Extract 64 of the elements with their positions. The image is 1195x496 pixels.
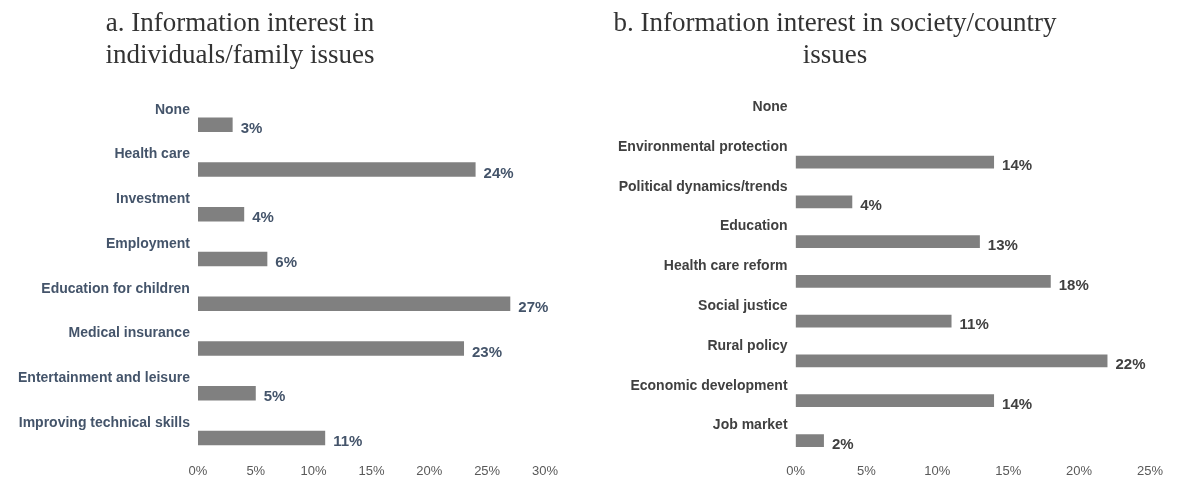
bar xyxy=(197,341,465,356)
data-label: 4% xyxy=(252,208,274,226)
chart-title: a. Information interest in individuals/family issues xyxy=(104,6,376,71)
y-tick-label: Environmental protection xyxy=(617,137,788,154)
x-tick-label: 15% xyxy=(995,462,1022,478)
y-tick-label: Education for children xyxy=(41,279,190,296)
bar xyxy=(197,296,511,311)
y-tick-label: Political dynamics/trends xyxy=(618,177,788,194)
y-tick-label: Job market xyxy=(712,416,788,433)
y-tick-label: None xyxy=(752,98,788,115)
data-label: 11% xyxy=(333,432,363,450)
data-label: 18% xyxy=(1058,275,1089,293)
data-label: 5% xyxy=(263,387,286,405)
x-tick-label: 5% xyxy=(857,462,877,478)
bar xyxy=(197,386,256,401)
data-label: 27% xyxy=(518,297,549,315)
chart-title: b. Information interest in society/country issues xyxy=(612,6,1058,71)
data-label: 2% xyxy=(831,434,854,452)
x-tick-label: 5% xyxy=(246,462,266,478)
data-label: 4% xyxy=(860,195,882,213)
y-tick-label: None xyxy=(154,100,191,117)
x-tick-label: 20% xyxy=(1066,462,1093,478)
y-tick-label: Health care reform xyxy=(663,257,788,274)
y-tick-label: Entertainment and leisure xyxy=(17,369,191,386)
x-tick-label: 0% xyxy=(188,462,208,478)
data-label: 14% xyxy=(1002,394,1033,412)
bar xyxy=(795,394,995,408)
bar xyxy=(197,162,476,177)
y-tick-label: Medical insurance xyxy=(68,324,191,341)
y-tick-label: Education xyxy=(719,217,788,234)
data-label: 11% xyxy=(959,315,989,333)
data-label: 6% xyxy=(275,253,298,271)
data-label: 14% xyxy=(1002,156,1033,174)
bar xyxy=(795,314,952,328)
bar xyxy=(795,235,980,248)
bar xyxy=(197,207,245,222)
data-label: 24% xyxy=(483,163,514,181)
y-tick-label: Rural policy xyxy=(707,336,788,353)
data-label: 23% xyxy=(472,342,503,360)
bar xyxy=(197,117,233,132)
x-tick-label: 10% xyxy=(300,462,328,478)
x-tick-label: 20% xyxy=(416,462,443,478)
x-tick-label: 15% xyxy=(358,462,385,478)
y-tick-label: Health care xyxy=(114,145,191,162)
y-tick-label: Economic development xyxy=(630,376,788,393)
bar xyxy=(197,251,268,267)
data-label: 3% xyxy=(240,118,263,136)
bar xyxy=(795,195,853,209)
x-tick-label: 25% xyxy=(474,462,501,478)
data-label: 22% xyxy=(1115,355,1146,373)
x-tick-label: 25% xyxy=(1136,462,1164,478)
bar xyxy=(795,275,1051,288)
bar xyxy=(795,354,1108,368)
bar xyxy=(795,434,824,447)
y-tick-label: Employment xyxy=(105,234,191,251)
x-tick-label: 0% xyxy=(786,462,806,478)
x-tick-label: 10% xyxy=(924,462,951,478)
x-tick-label: 30% xyxy=(531,462,559,478)
data-label: 13% xyxy=(987,235,1018,253)
bar xyxy=(795,155,995,169)
y-tick-label: Investment xyxy=(116,190,191,207)
y-tick-label: Improving technical skills xyxy=(18,413,191,430)
bar xyxy=(197,430,326,446)
y-tick-label: Social justice xyxy=(698,297,788,314)
